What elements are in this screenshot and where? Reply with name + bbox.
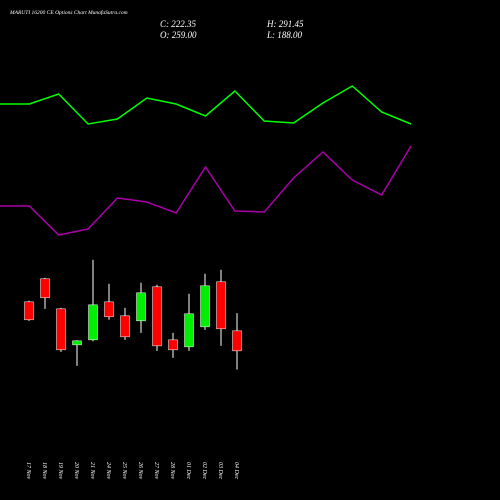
- x-tick-label: 02 Dec: [201, 462, 207, 479]
- candle-body: [232, 330, 242, 352]
- candle-body: [88, 304, 98, 341]
- x-tick-label: 26 Nov: [137, 462, 143, 480]
- candle-body: [104, 301, 114, 318]
- low-label: L: 188.00: [266, 30, 303, 40]
- close-label: C: 222.35: [160, 19, 197, 29]
- open-label: O: 259.00: [160, 30, 197, 40]
- line-series: [0, 85, 412, 125]
- candle-body: [40, 278, 50, 299]
- chart-title: MARUTI 16200 CE Options Chart MunafaSutr…: [9, 9, 128, 16]
- x-tick-label: 21 Nov: [89, 462, 95, 480]
- x-tick-label: 04 Dec: [233, 462, 240, 479]
- x-tick-label: 17 Nov: [25, 462, 31, 480]
- x-tick-label: 20 Nov: [73, 462, 79, 480]
- line-series: [0, 145, 412, 236]
- candle-body: [120, 315, 130, 338]
- x-tick-label: 24 Nov: [105, 462, 112, 480]
- candle-body: [72, 340, 82, 346]
- high-label: H: 291.45: [266, 19, 304, 29]
- x-tick-label: 18 Nov: [41, 462, 47, 480]
- candle-body: [200, 285, 210, 328]
- candle-body: [216, 281, 226, 330]
- candle-body: [24, 301, 34, 321]
- candle-body: [56, 308, 66, 351]
- candle-body: [168, 339, 178, 351]
- x-tick-label: 19 Nov: [57, 462, 63, 480]
- candle-body: [152, 286, 162, 347]
- x-tick-label: 03 Dec: [217, 462, 223, 479]
- x-tick-label: 01 Dec: [185, 462, 191, 479]
- x-tick-label: 28 Nov: [169, 462, 175, 480]
- candle-body: [184, 313, 194, 348]
- candle-body: [136, 292, 146, 322]
- x-tick-label: 25 Nov: [121, 462, 127, 480]
- x-tick-label: 27 Nov: [153, 462, 159, 480]
